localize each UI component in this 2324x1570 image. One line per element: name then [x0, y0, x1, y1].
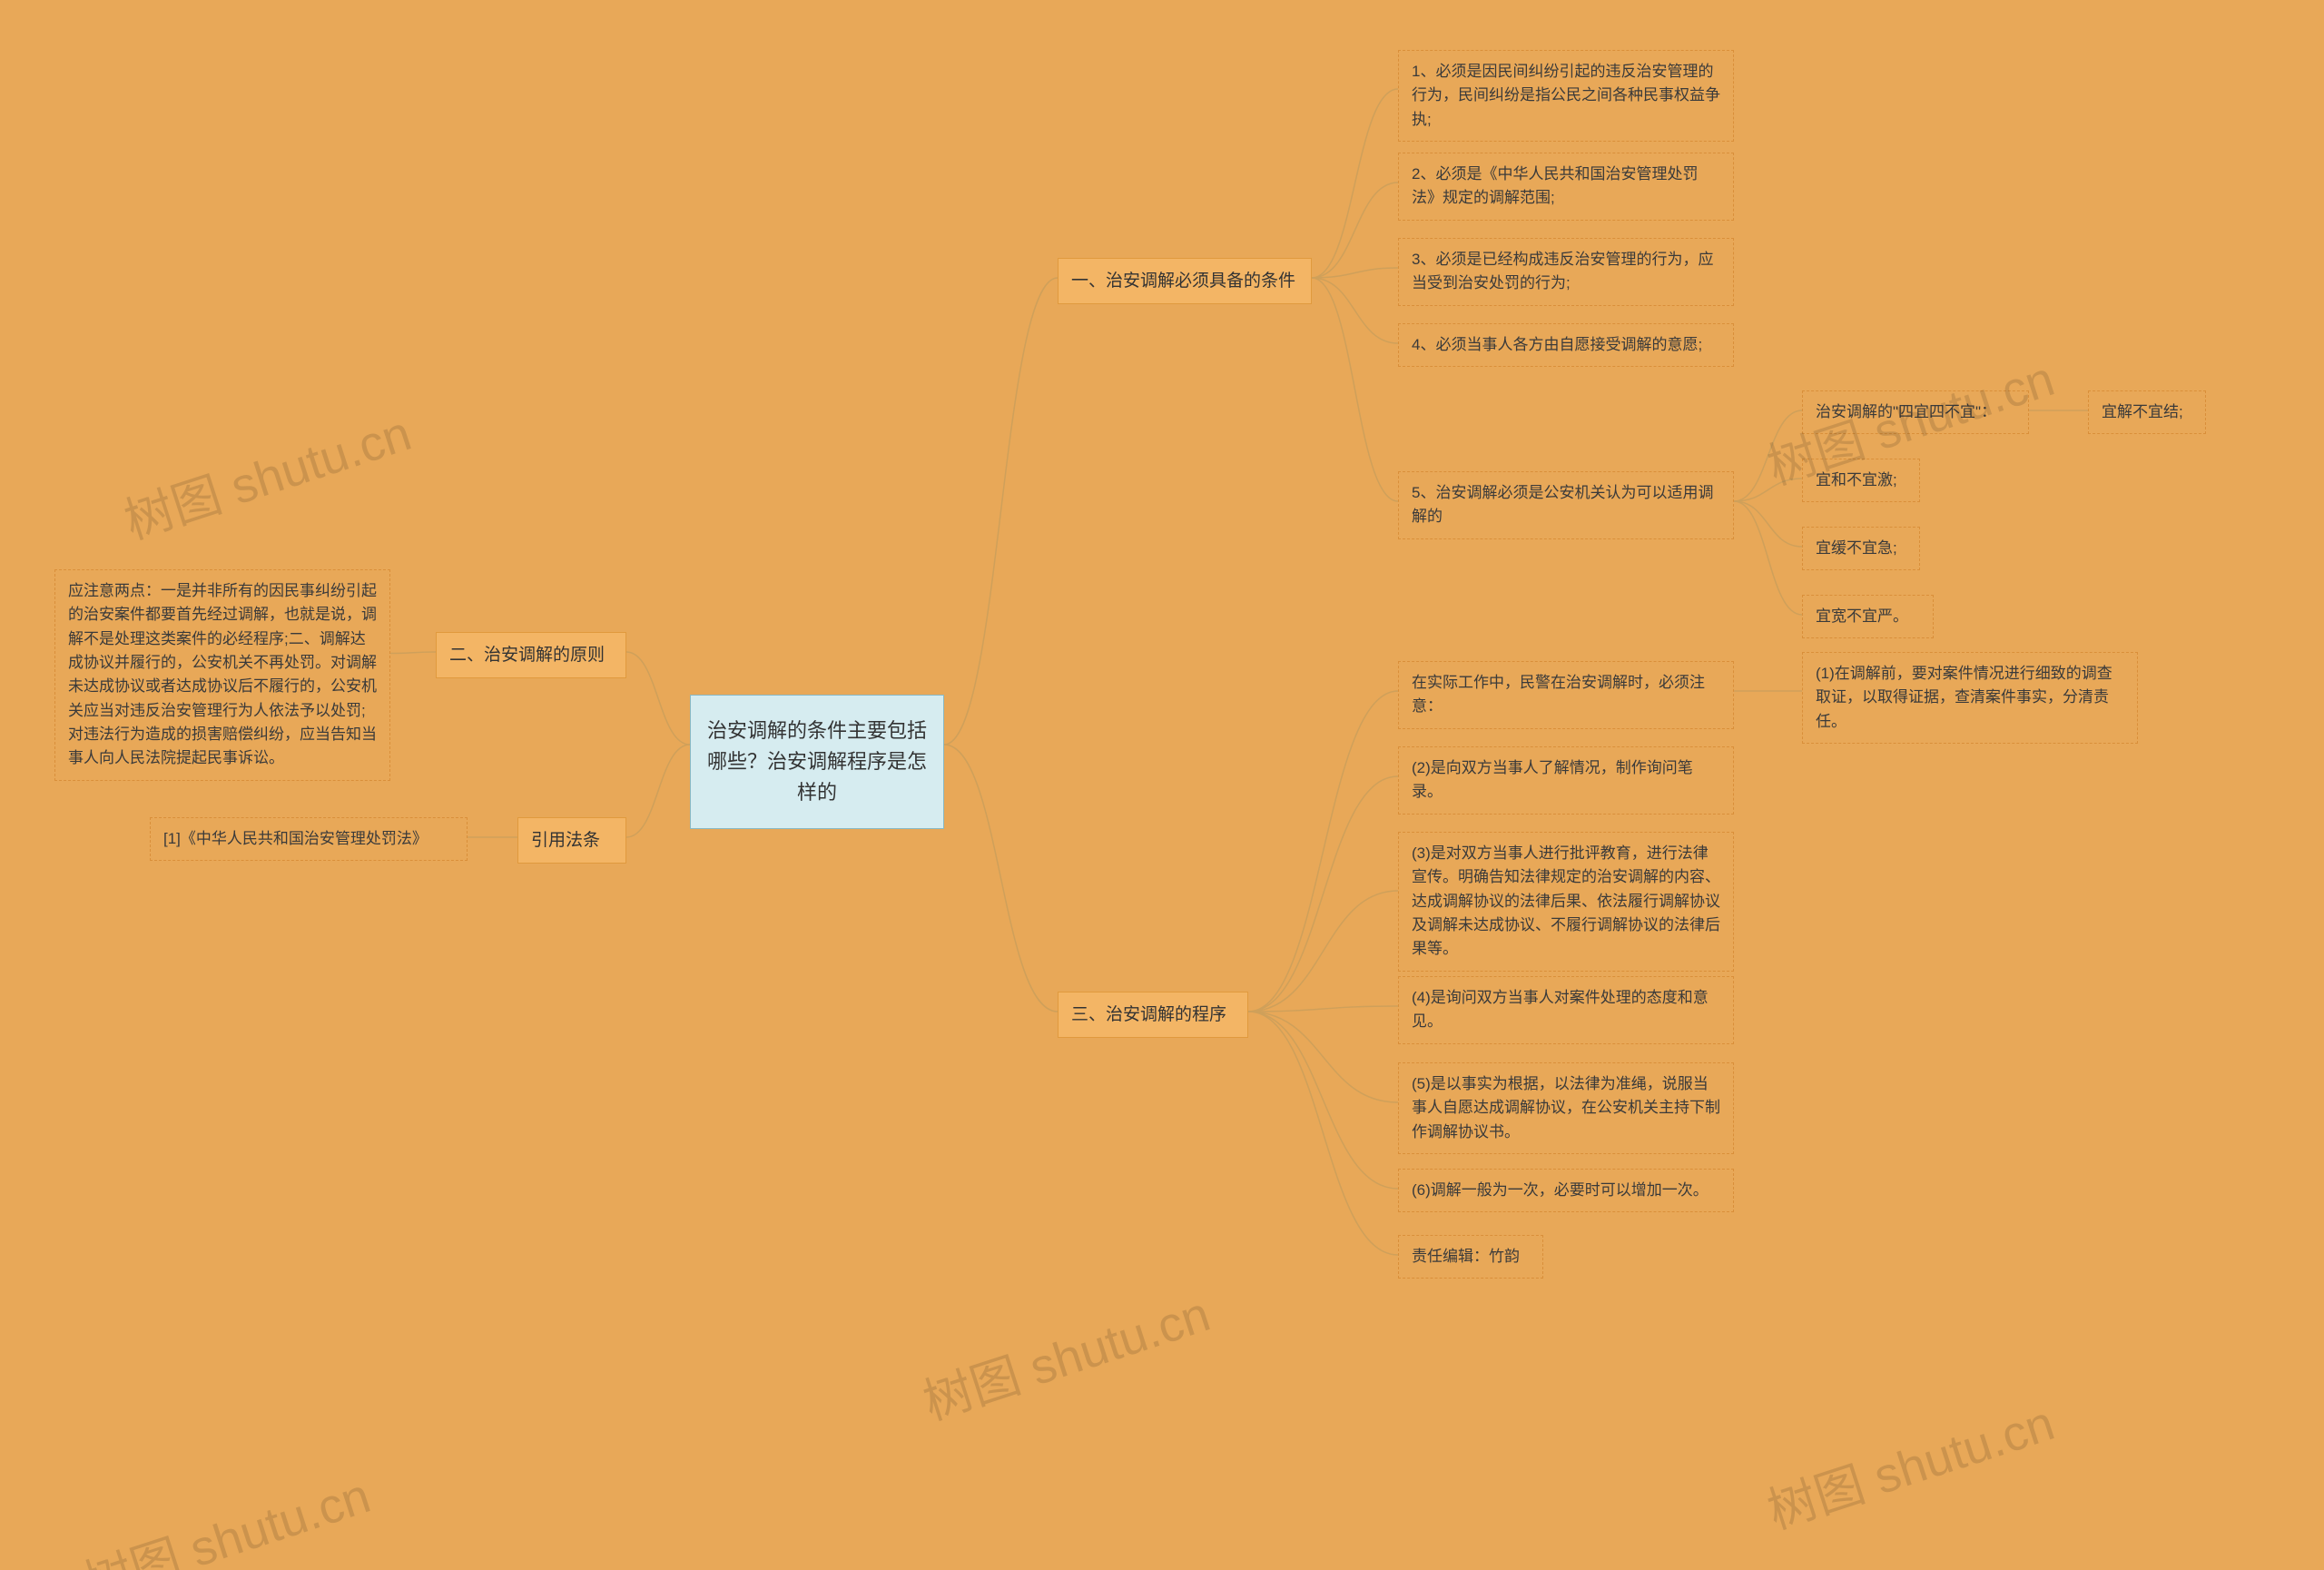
- branch-3-child-1: 在实际工作中，民警在治安调解时，必须注意：: [1398, 661, 1734, 729]
- branch-3-child-6: (6)调解一般为一次，必要时可以增加一次。: [1398, 1169, 1734, 1212]
- branch-3-child-1-sub-a: (1)在调解前，要对案件情况进行细致的调查取证，以取得证据，查清案件事实，分清责…: [1802, 652, 2138, 744]
- branch-3-child-7: 责任编辑：竹韵: [1398, 1235, 1543, 1279]
- branch-4: 引用法条: [517, 817, 626, 864]
- branch-1-child-5-sub-d: 宜宽不宜严。: [1802, 595, 1934, 638]
- branch-1-child-3: 3、必须是已经构成违反治安管理的行为，应当受到治安处罚的行为;: [1398, 238, 1734, 306]
- branch-1-child-5-sub-a-1: 宜解不宜结;: [2088, 390, 2206, 434]
- branch-1-child-5: 5、治安调解必须是公安机关认为可以适用调解的: [1398, 471, 1734, 539]
- branch-1-child-1: 1、必须是因民间纠纷引起的违反治安管理的行为，民间纠纷是指公民之间各种民事权益争…: [1398, 50, 1734, 142]
- branch-4-child-1: [1]《中华人民共和国治安管理处罚法》: [150, 817, 468, 861]
- watermark: 树图 shutu.cn: [114, 393, 419, 553]
- root-text: 治安调解的条件主要包括 哪些？治安调解程序是怎 样的: [707, 719, 927, 804]
- branch-3-child-5: (5)是以事实为根据，以法律为准绳，说服当事人自愿达成调解协议，在公安机关主持下…: [1398, 1062, 1734, 1154]
- watermark: 树图 shutu.cn: [74, 1456, 379, 1570]
- branch-1-child-5-sub-c: 宜缓不宜急;: [1802, 527, 1920, 570]
- branch-1: 一、治安调解必须具备的条件: [1058, 258, 1312, 304]
- branch-3-child-2: (2)是向双方当事人了解情况，制作询问笔录。: [1398, 746, 1734, 815]
- branch-2: 二、治安调解的原则: [436, 632, 626, 678]
- branch-1-child-2: 2、必须是《中华人民共和国治安管理处罚法》规定的调解范围;: [1398, 153, 1734, 221]
- branch-2-child-1: 应注意两点：一是并非所有的因民事纠纷引起的治安案件都要首先经过调解，也就是说，调…: [54, 569, 390, 781]
- watermark: 树图 shutu.cn: [913, 1274, 1218, 1434]
- watermark: 树图 shutu.cn: [1758, 1383, 2063, 1543]
- branch-3: 三、治安调解的程序: [1058, 992, 1248, 1038]
- root-node: 治安调解的条件主要包括 哪些？治安调解程序是怎 样的: [690, 695, 944, 829]
- branch-3-child-4: (4)是询问双方当事人对案件处理的态度和意见。: [1398, 976, 1734, 1044]
- branch-1-child-4: 4、必须当事人各方由自愿接受调解的意愿;: [1398, 323, 1734, 367]
- branch-3-child-3: (3)是对双方当事人进行批评教育，进行法律宣传。明确告知法律规定的治安调解的内容…: [1398, 832, 1734, 972]
